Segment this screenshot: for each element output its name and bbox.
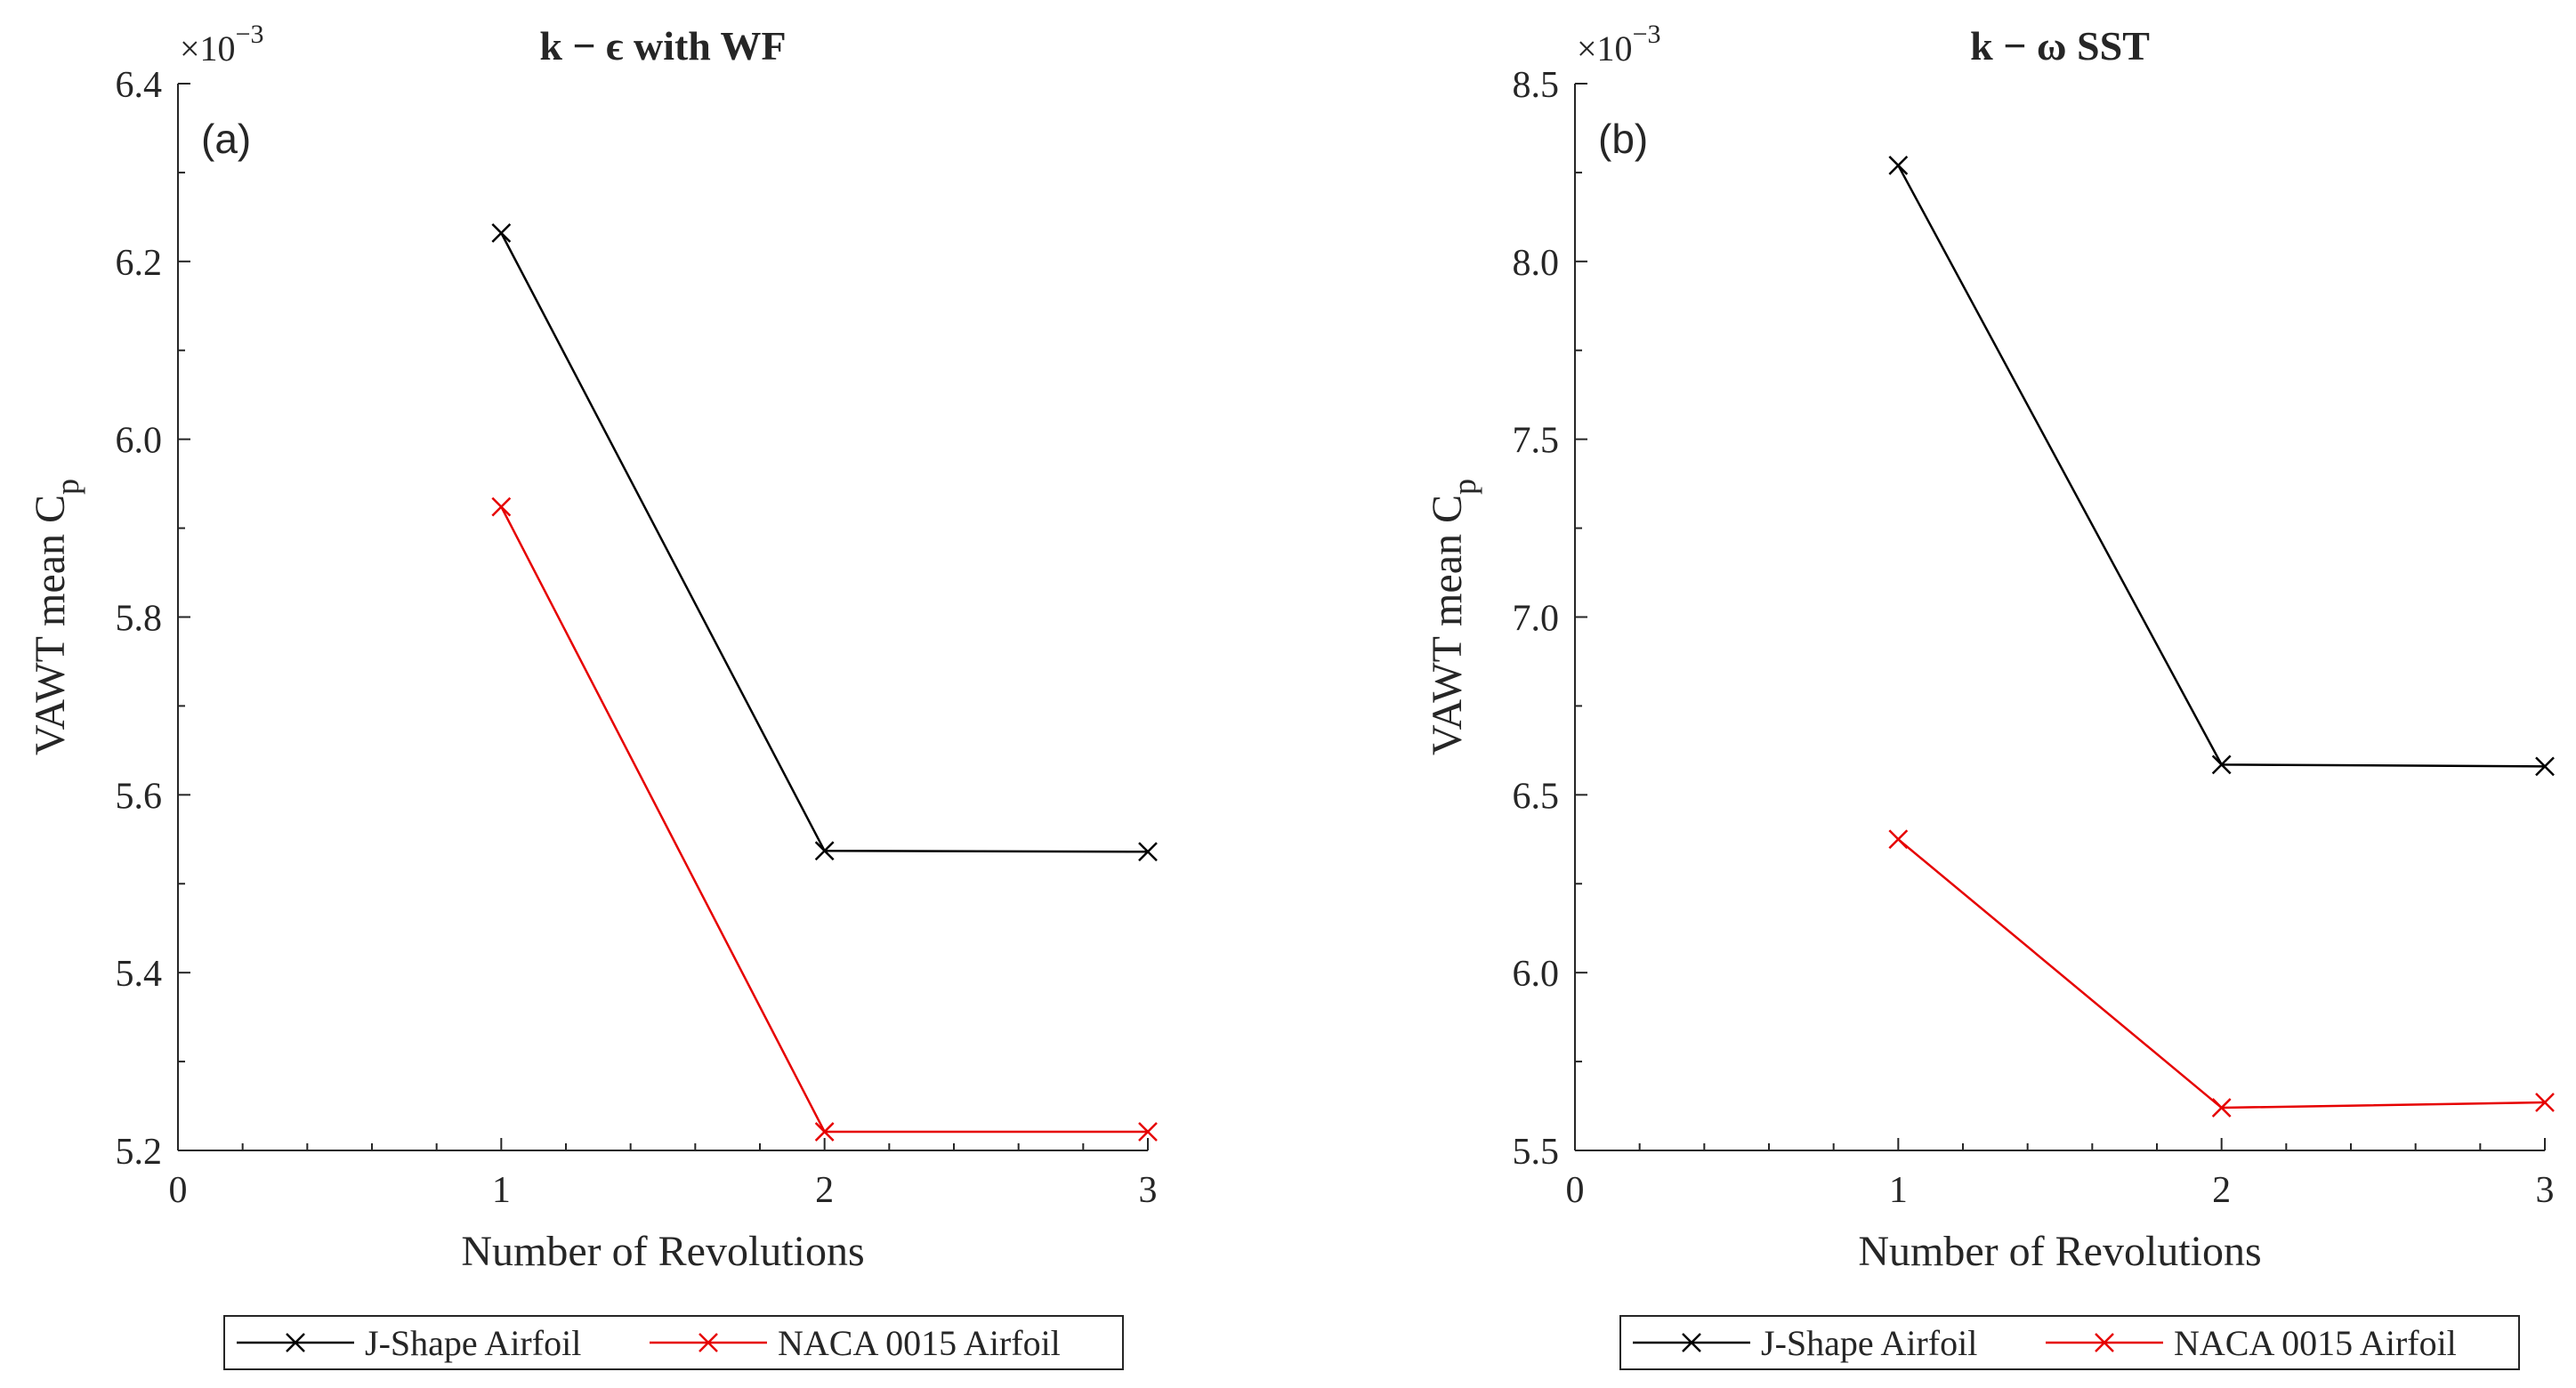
y-exponent-power: −3 [236, 20, 264, 49]
data-point-x-stroke [1888, 156, 1909, 175]
x-axis-label: Number of Revolutions [461, 1228, 864, 1275]
data-point [814, 841, 835, 861]
legend-entry: J-Shape Airfoil [237, 1323, 581, 1363]
x-tick-label: 1 [1889, 1170, 1908, 1211]
data-point-x-stroke [2535, 1093, 2555, 1112]
data-point [491, 496, 512, 517]
y-axis-label: VAWT mean Cp [27, 479, 85, 755]
legend: J-Shape Airfoil NACA 0015 Airfoil [1619, 1315, 2520, 1370]
series-line [500, 232, 1149, 853]
y-axis-label: VAWT mean Cp [1424, 479, 1482, 755]
y-axis-label-main: VAWT mean C [27, 495, 74, 755]
series-line [500, 506, 1148, 1134]
legend: J-Shape Airfoil NACA 0015 Airfoil [223, 1315, 1124, 1370]
data-point-x-stroke [2211, 1098, 2232, 1118]
y-tick-label: 6.5 [1513, 776, 1560, 817]
legend-swatch-marker [286, 1333, 305, 1352]
y-tick-label: 8.5 [1513, 65, 1560, 106]
x-tick-label: 0 [169, 1170, 188, 1211]
panel-label: (b) [1598, 116, 1648, 162]
series-naca-0015 [491, 496, 1158, 1142]
legend-label: NACA 0015 Airfoil [778, 1323, 1061, 1363]
y-tick-label: 8.0 [1513, 243, 1560, 284]
chart-title: k − ϵ with WF [539, 23, 786, 69]
legend-label: NACA 0015 Airfoil [2174, 1323, 2457, 1363]
series-j-shape [1888, 156, 2555, 777]
y-tick-label: 6.4 [116, 65, 163, 106]
data-point-x-stroke [1138, 1122, 1158, 1142]
data-point [2535, 1093, 2555, 1112]
y-tick-label: 7.5 [1513, 421, 1560, 462]
x-tick-label: 1 [492, 1170, 511, 1211]
x-axis-label: Number of Revolutions [1858, 1228, 2261, 1275]
y-exponent-base: ×10 [1577, 28, 1633, 69]
chart-panel-a: 5.2 5.4 5.6 5.8 6.0 6.2 6.4 0 1 2 3 ×10−3 k − ϵ with… [27, 20, 1158, 1370]
x-tick-label: 2 [2212, 1170, 2231, 1211]
y-tick-label: 6.0 [1513, 954, 1560, 995]
x-tick-label: 2 [815, 1170, 834, 1211]
data-point-x-stroke [2535, 756, 2555, 777]
y-tick-label: 5.4 [116, 954, 163, 995]
data-point [491, 222, 512, 243]
y-tick-label: 5.8 [116, 599, 163, 640]
legend-label: J-Shape Airfoil [365, 1323, 581, 1363]
legend-label: J-Shape Airfoil [1761, 1323, 1977, 1363]
y-axis-label-subscript: p [50, 479, 85, 495]
series-line [1897, 838, 2546, 1110]
data-point-x-stroke [491, 496, 512, 517]
data-point-x-stroke [1138, 842, 1158, 862]
legend-swatch-marker [1682, 1333, 1701, 1352]
data-point [1888, 156, 1909, 175]
x-tick-label: 0 [1566, 1170, 1585, 1211]
data-point [814, 1122, 835, 1142]
y-exponent-base: ×10 [180, 28, 236, 69]
legend-entry: NACA 0015 Airfoil [650, 1323, 1061, 1363]
data-point [2211, 1098, 2232, 1118]
legend-entry: J-Shape Airfoil [1633, 1323, 1977, 1363]
chart-panel-b: 5.5 6.0 6.5 7.0 7.5 8.0 8.5 0 1 2 3 ×10−3 k − ω SST (… [1424, 20, 2555, 1370]
series-line [1897, 165, 2546, 768]
y-tick-label: 5.5 [1513, 1132, 1560, 1173]
data-point-x-stroke [2211, 755, 2232, 775]
chart-title: k − ω SST [1970, 23, 2150, 69]
y-tick-label: 7.0 [1513, 599, 1560, 640]
series-j-shape [491, 222, 1158, 862]
y-tick-label: 5.6 [116, 776, 163, 817]
y-tick-label: 6.2 [116, 243, 163, 284]
y-axis-label-main: VAWT mean C [1424, 495, 1471, 755]
data-point [1138, 842, 1158, 862]
x-tick-label: 3 [2536, 1170, 2555, 1211]
y-exponent-label: ×10−3 [1577, 20, 1660, 69]
data-point [2211, 755, 2232, 775]
y-tick-label: 5.2 [116, 1132, 163, 1173]
data-point [2535, 756, 2555, 777]
series-naca-0015 [1888, 829, 2555, 1118]
data-point-x-stroke [814, 841, 835, 861]
data-point [1888, 829, 1909, 850]
data-point-x-stroke [1888, 829, 1909, 850]
data-point [1138, 1122, 1158, 1142]
legend-swatch-marker [2095, 1333, 2114, 1352]
panel-label: (a) [201, 116, 251, 162]
y-tick-label: 6.0 [116, 421, 163, 462]
y-exponent-power: −3 [1633, 20, 1661, 49]
x-tick-label: 3 [1139, 1170, 1158, 1211]
legend-entry: NACA 0015 Airfoil [2046, 1323, 2457, 1363]
data-point-x-stroke [491, 222, 512, 243]
legend-swatch-marker [699, 1333, 718, 1352]
y-exponent-label: ×10−3 [180, 20, 263, 69]
data-point-x-stroke [814, 1122, 835, 1142]
y-axis-label-subscript: p [1447, 479, 1482, 495]
